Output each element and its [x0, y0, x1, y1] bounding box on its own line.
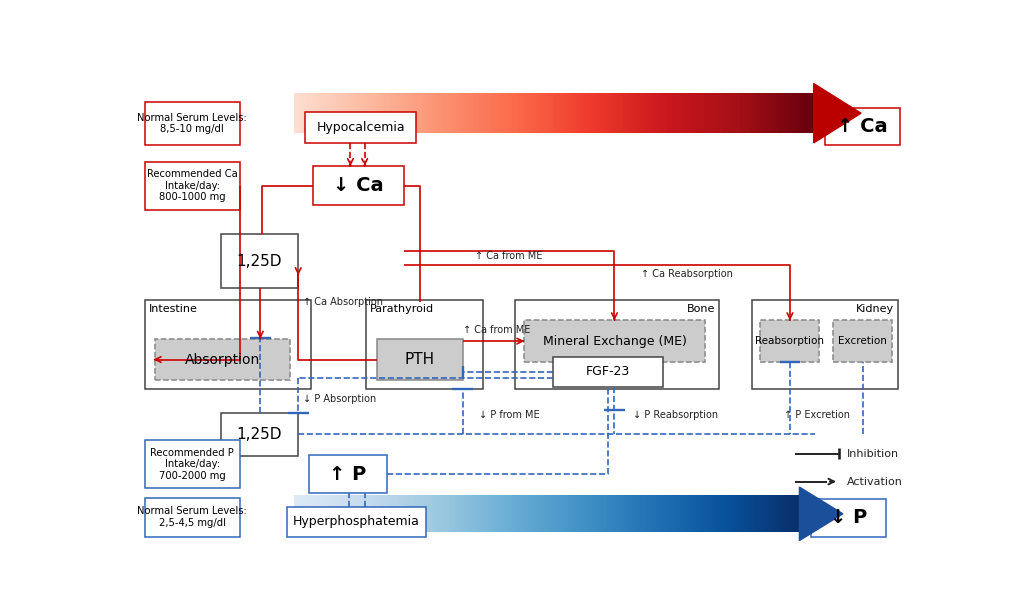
FancyBboxPatch shape	[824, 108, 899, 145]
Text: ↓ P Reabsorption: ↓ P Reabsorption	[633, 410, 717, 420]
FancyBboxPatch shape	[155, 339, 289, 380]
Text: Normal Serum Levels:
2,5-4,5 mg/dl: Normal Serum Levels: 2,5-4,5 mg/dl	[138, 507, 247, 528]
Text: ↓ P: ↓ P	[829, 508, 866, 527]
Text: Mineral Exchange (ME): Mineral Exchange (ME)	[542, 335, 686, 347]
FancyBboxPatch shape	[145, 161, 239, 210]
Text: Excretion: Excretion	[837, 336, 886, 346]
Text: FGF-23: FGF-23	[586, 365, 630, 379]
Text: ↓ P Absorption: ↓ P Absorption	[303, 393, 376, 404]
FancyBboxPatch shape	[305, 112, 416, 143]
FancyBboxPatch shape	[309, 455, 386, 493]
FancyBboxPatch shape	[552, 357, 662, 387]
Text: Absorption: Absorption	[184, 353, 260, 367]
Text: Parathyroid: Parathyroid	[370, 304, 434, 315]
Text: ↑ Ca Absorption: ↑ Ca Absorption	[303, 297, 382, 307]
Text: ↓ Ca: ↓ Ca	[333, 176, 384, 195]
Text: ↑ Ca Reabsorption: ↑ Ca Reabsorption	[641, 269, 733, 279]
Text: ↑ Ca from ME: ↑ Ca from ME	[463, 325, 530, 335]
FancyBboxPatch shape	[313, 166, 404, 205]
Text: ↑ P: ↑ P	[329, 465, 366, 484]
Text: Recommended P
Intake/day:
700-2000 mg: Recommended P Intake/day: 700-2000 mg	[150, 448, 234, 481]
FancyBboxPatch shape	[145, 498, 239, 537]
FancyBboxPatch shape	[220, 413, 298, 456]
FancyBboxPatch shape	[377, 339, 463, 380]
Text: Hyperphosphatemia: Hyperphosphatemia	[292, 515, 420, 529]
FancyBboxPatch shape	[524, 321, 704, 362]
Text: Recommended Ca
Intake/day:
800-1000 mg: Recommended Ca Intake/day: 800-1000 mg	[147, 169, 237, 202]
Text: Normal Serum Levels:
8,5-10 mg/dl: Normal Serum Levels: 8,5-10 mg/dl	[138, 113, 247, 135]
FancyBboxPatch shape	[810, 499, 886, 537]
FancyBboxPatch shape	[220, 234, 298, 288]
Text: 1,25D: 1,25D	[236, 254, 282, 269]
Text: ↓ P from ME: ↓ P from ME	[479, 410, 539, 420]
Text: ↑ P Excretion: ↑ P Excretion	[783, 410, 849, 420]
Text: Reabsorption: Reabsorption	[754, 336, 823, 346]
Text: 1,25D: 1,25D	[236, 427, 282, 442]
Text: PTH: PTH	[405, 352, 435, 367]
FancyBboxPatch shape	[832, 321, 891, 362]
FancyBboxPatch shape	[145, 440, 239, 489]
Text: Kidney: Kidney	[855, 304, 894, 315]
Polygon shape	[799, 487, 842, 541]
Text: Activation: Activation	[846, 477, 902, 487]
FancyBboxPatch shape	[287, 507, 425, 537]
Polygon shape	[813, 84, 860, 143]
Text: Intestine: Intestine	[149, 304, 198, 315]
FancyBboxPatch shape	[145, 102, 239, 145]
Text: Inhibition: Inhibition	[846, 449, 898, 459]
FancyBboxPatch shape	[145, 300, 311, 389]
Text: Bone: Bone	[686, 304, 714, 315]
Text: ↑ Ca: ↑ Ca	[837, 117, 887, 136]
FancyBboxPatch shape	[759, 321, 818, 362]
FancyBboxPatch shape	[515, 300, 718, 389]
FancyBboxPatch shape	[751, 300, 898, 389]
FancyBboxPatch shape	[366, 300, 483, 389]
Text: ↑ Ca from ME: ↑ Ca from ME	[475, 251, 542, 261]
Text: Hypocalcemia: Hypocalcemia	[316, 121, 405, 134]
